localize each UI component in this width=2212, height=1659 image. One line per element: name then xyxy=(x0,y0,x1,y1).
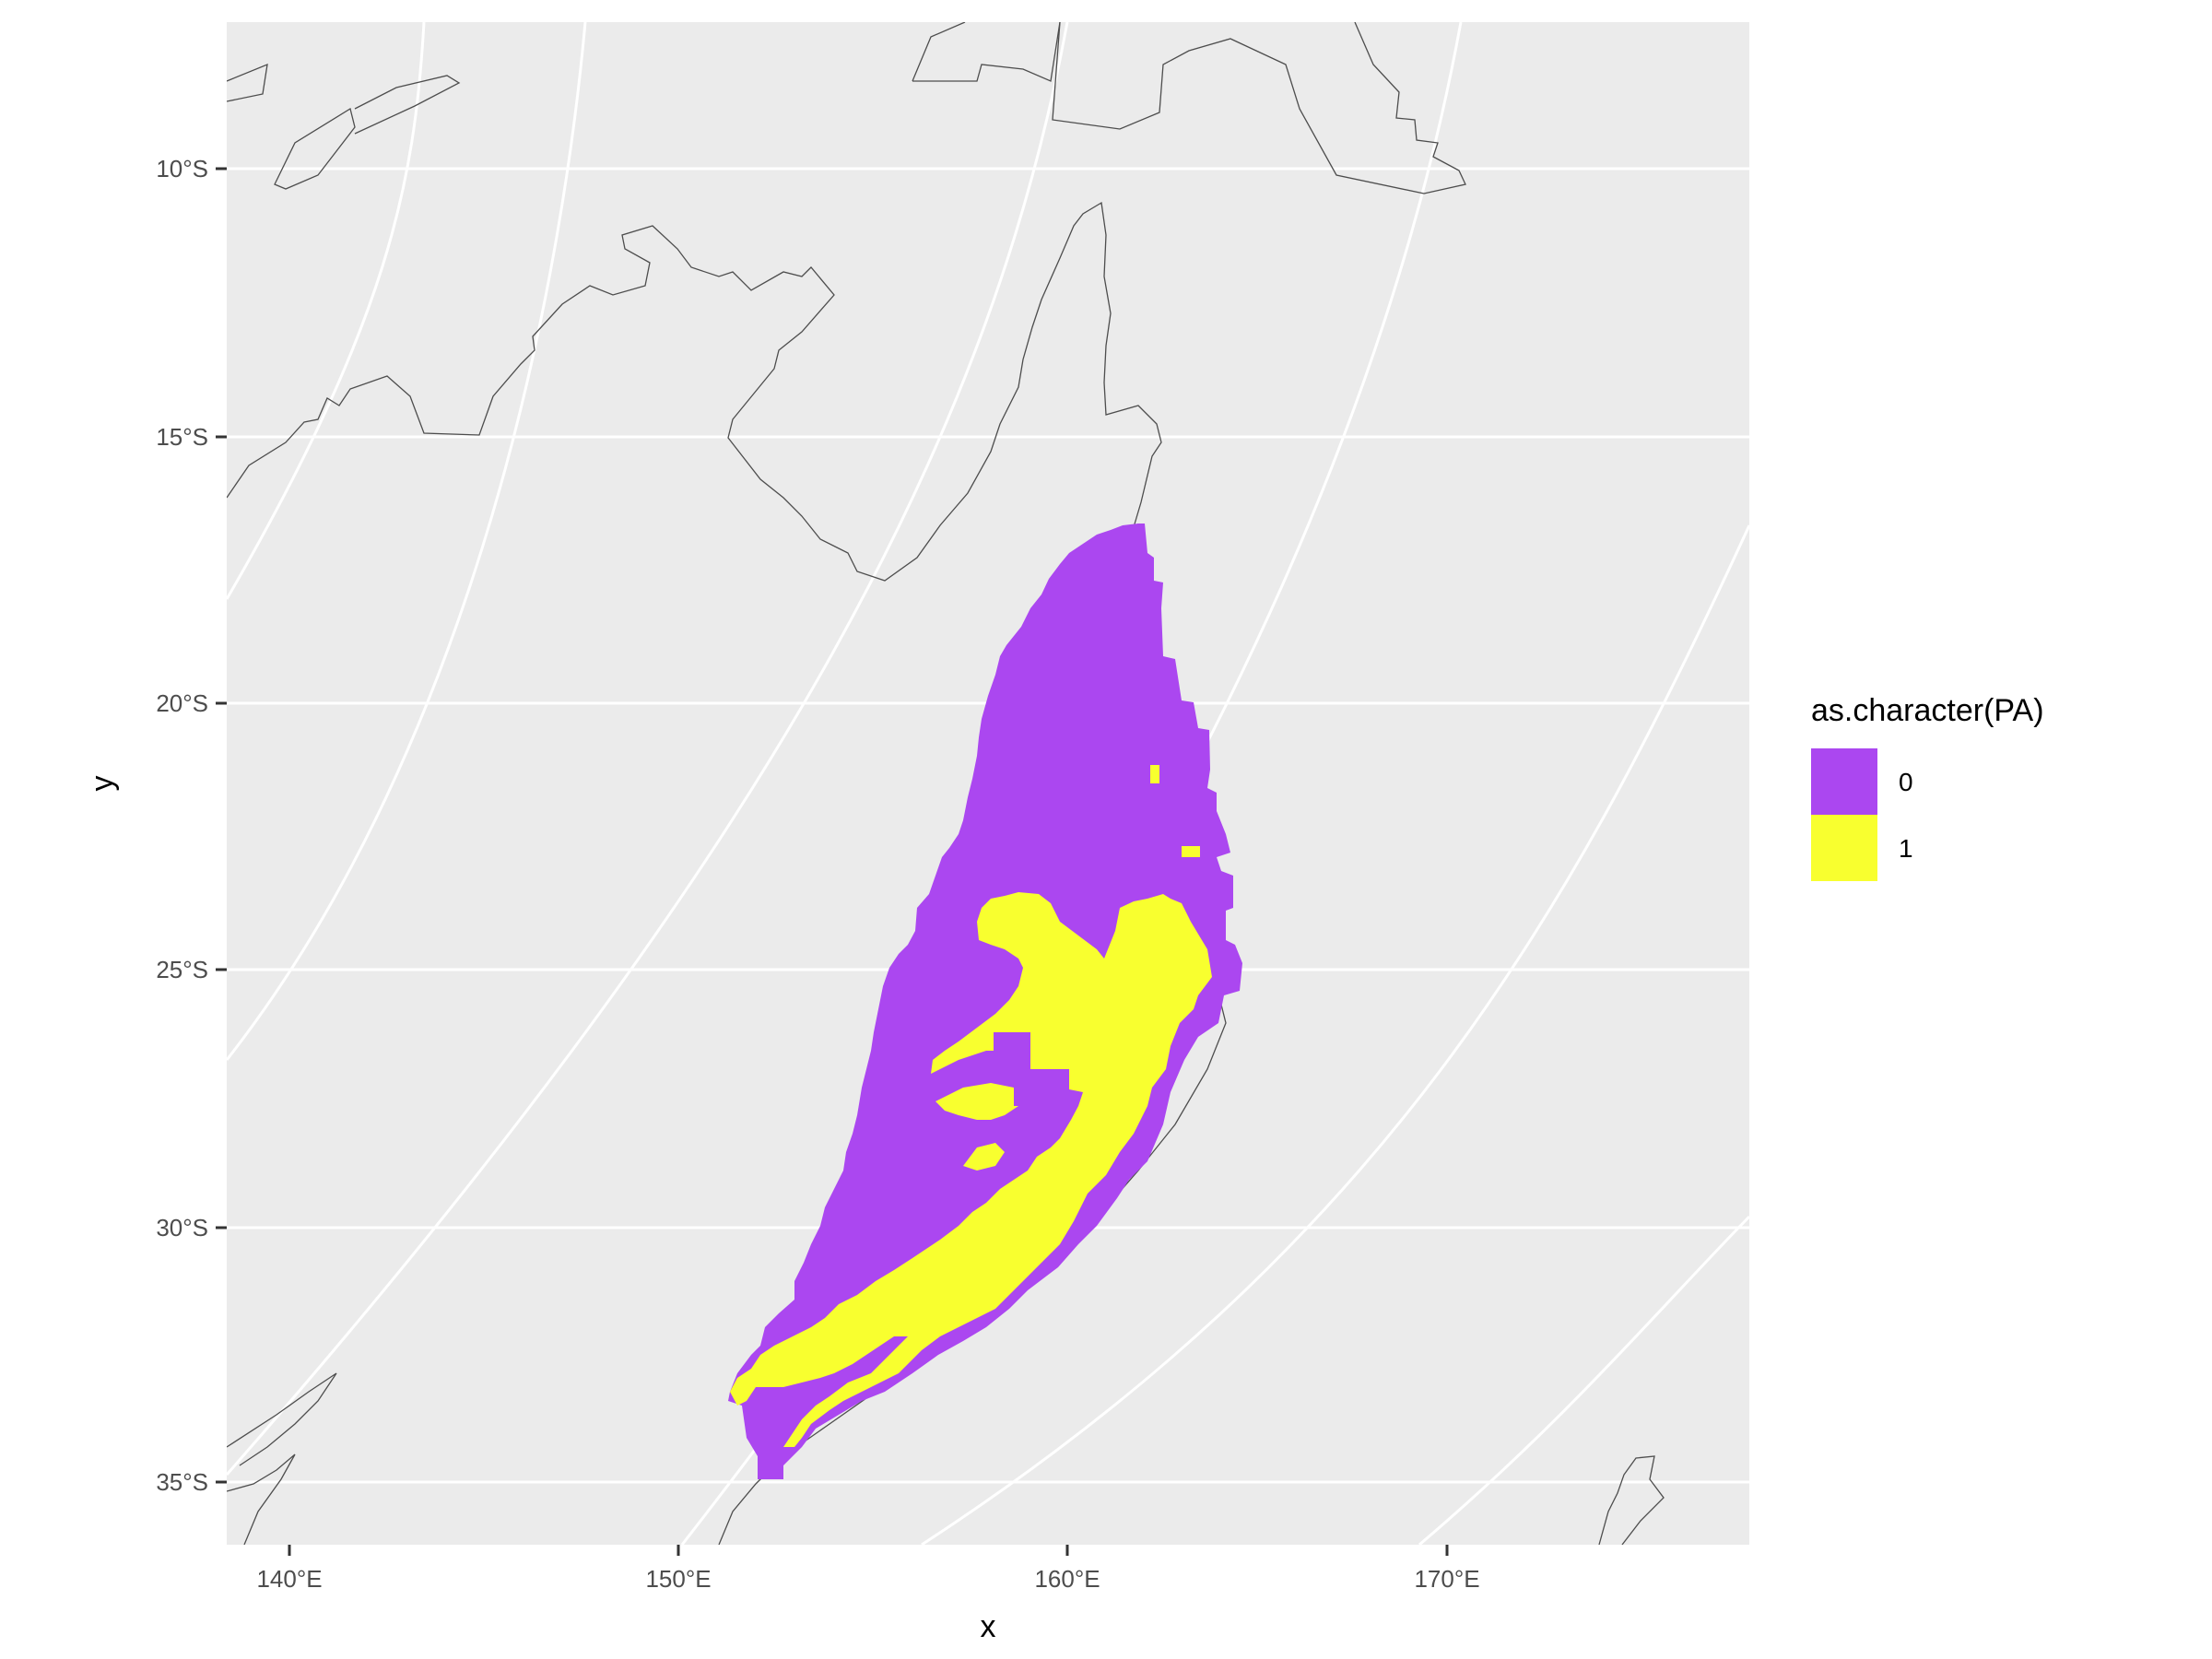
y-tick-label: 25°S xyxy=(156,956,208,983)
y-axis-title: y xyxy=(85,776,120,792)
x-tick-label: 170°E xyxy=(1414,1565,1479,1593)
legend: as.character(PA) 0 1 xyxy=(1811,693,2044,881)
x-tick-label: 160°E xyxy=(1034,1565,1100,1593)
x-tick-label: 140°E xyxy=(256,1565,322,1593)
legend-title: as.character(PA) xyxy=(1811,693,2044,728)
x-axis: 140°E 150°E 160°E 170°E xyxy=(256,1545,1480,1593)
legend-label: 1 xyxy=(1899,834,1913,863)
absence-region xyxy=(728,524,1242,1479)
legend-key-presence xyxy=(1811,815,1877,881)
x-axis-title: x xyxy=(981,1609,996,1644)
y-tick-label: 10°S xyxy=(156,155,208,182)
y-tick-label: 35°S xyxy=(156,1468,208,1496)
legend-label: 0 xyxy=(1899,768,1913,796)
y-axis: 10°S 15°S 20°S 25°S 30°S 35°S xyxy=(156,155,227,1496)
legend-key-absence xyxy=(1811,748,1877,815)
presence-region xyxy=(730,892,1212,1447)
y-tick-label: 15°S xyxy=(156,423,208,451)
y-tick-label: 20°S xyxy=(156,689,208,717)
x-tick-label: 150°E xyxy=(645,1565,711,1593)
y-tick-label: 30°S xyxy=(156,1214,208,1241)
